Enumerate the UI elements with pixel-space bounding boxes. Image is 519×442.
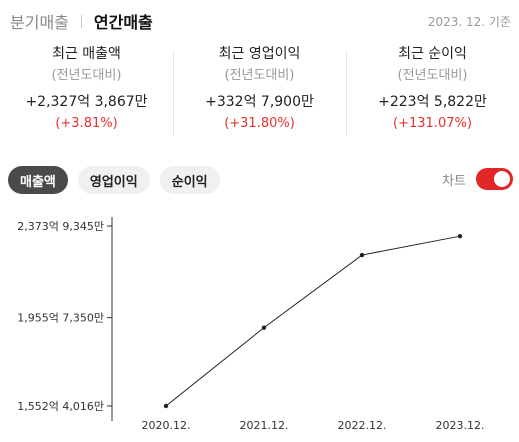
stat-value: +332억 7,900만 [205, 94, 314, 110]
tab-divider [80, 14, 82, 28]
x-tick-label: 2020.12. [142, 419, 191, 432]
tab-annual-sales[interactable]: 연간매출 [93, 13, 153, 32]
data-point [457, 233, 463, 239]
stat-revenue: 최근 매출액 (전년도대비) +2,327억 3,867만 (+3.81%) [0, 44, 173, 144]
data-point [163, 403, 169, 409]
stat-title: 최근 순이익 [398, 46, 467, 62]
stat-change: (+31.80%) [224, 116, 295, 131]
chart-toggle-group: 차트 [442, 168, 513, 190]
summary-stats: 최근 매출액 (전년도대비) +2,327억 3,867만 (+3.81%) 최… [0, 44, 519, 144]
stat-net-income: 최근 순이익 (전년도대비) +223억 5,822만 (+131.07%) [346, 44, 519, 144]
stat-operating-profit: 최근 영업이익 (전년도대비) +332억 7,900만 (+31.80%) [173, 44, 346, 144]
data-point [359, 252, 365, 258]
as-of-date: 2023. 12. 기준 [427, 15, 511, 29]
chip-net-income[interactable]: 순이익 [159, 166, 220, 194]
stat-value: +223억 5,822만 [378, 94, 487, 110]
chart-toggle-label: 차트 [442, 173, 466, 189]
chip-operating-profit[interactable]: 영업이익 [77, 166, 150, 194]
stat-title: 최근 영업이익 [218, 46, 301, 62]
y-tick-label: 1,955억 7,350만 [17, 312, 104, 325]
x-tick-label: 2023.12. [436, 419, 485, 432]
stat-subtitle: (전년도대비) [397, 68, 468, 83]
stat-change: (+3.81%) [55, 116, 118, 131]
metric-chips: 매출액 영업이익 순이익 [8, 166, 230, 194]
stat-title: 최근 매출액 [52, 46, 121, 62]
data-point [261, 325, 267, 330]
period-tabs: 분기매출 연간매출 [10, 8, 153, 34]
chip-revenue[interactable]: 매출액 [8, 166, 68, 194]
x-tick-label: 2021.12. [240, 419, 289, 432]
tab-quarterly-sales[interactable]: 분기매출 [10, 13, 69, 32]
stat-change: (+131.07%) [393, 116, 472, 131]
chart-toggle[interactable] [476, 168, 513, 190]
y-tick-label: 2,373억 9,345만 [17, 220, 104, 233]
stat-subtitle: (전년도대비) [224, 68, 295, 83]
x-tick-label: 2022.12. [338, 419, 387, 432]
stat-value: +2,327억 3,867만 [25, 94, 148, 110]
y-tick-label: 1,552억 4,016만 [17, 400, 104, 413]
stat-subtitle: (전년도대비) [51, 68, 122, 83]
series-line [165, 235, 461, 407]
revenue-line-chart: 2,373억 9,345만 1,955억 7,350만 1,552억 4,016만 2… [17, 217, 485, 432]
toggle-knob [494, 171, 510, 187]
